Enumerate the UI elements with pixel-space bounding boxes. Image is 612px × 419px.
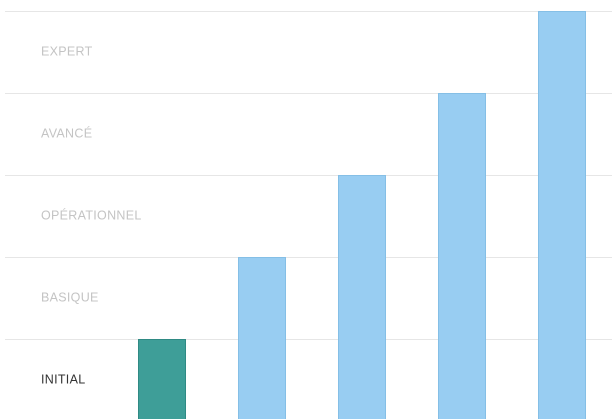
level-label-2: OPÉRATIONNEL	[41, 207, 142, 222]
bar-3	[438, 93, 486, 419]
level-labels: INITIAL BASIQUE OPÉRATIONNEL AVANCÉ EXPERT	[41, 44, 142, 386]
level-label-3: AVANCÉ	[41, 125, 92, 140]
bar-2	[338, 175, 386, 419]
grid-layer	[5, 11, 612, 340]
level-label-1: BASIQUE	[41, 290, 99, 304]
bar-1	[238, 257, 286, 419]
bar-4	[538, 11, 586, 419]
level-label-4: EXPERT	[41, 44, 93, 58]
bars	[138, 11, 586, 419]
level-label-0: INITIAL	[41, 372, 85, 386]
bar-highlighted-0	[138, 339, 186, 419]
